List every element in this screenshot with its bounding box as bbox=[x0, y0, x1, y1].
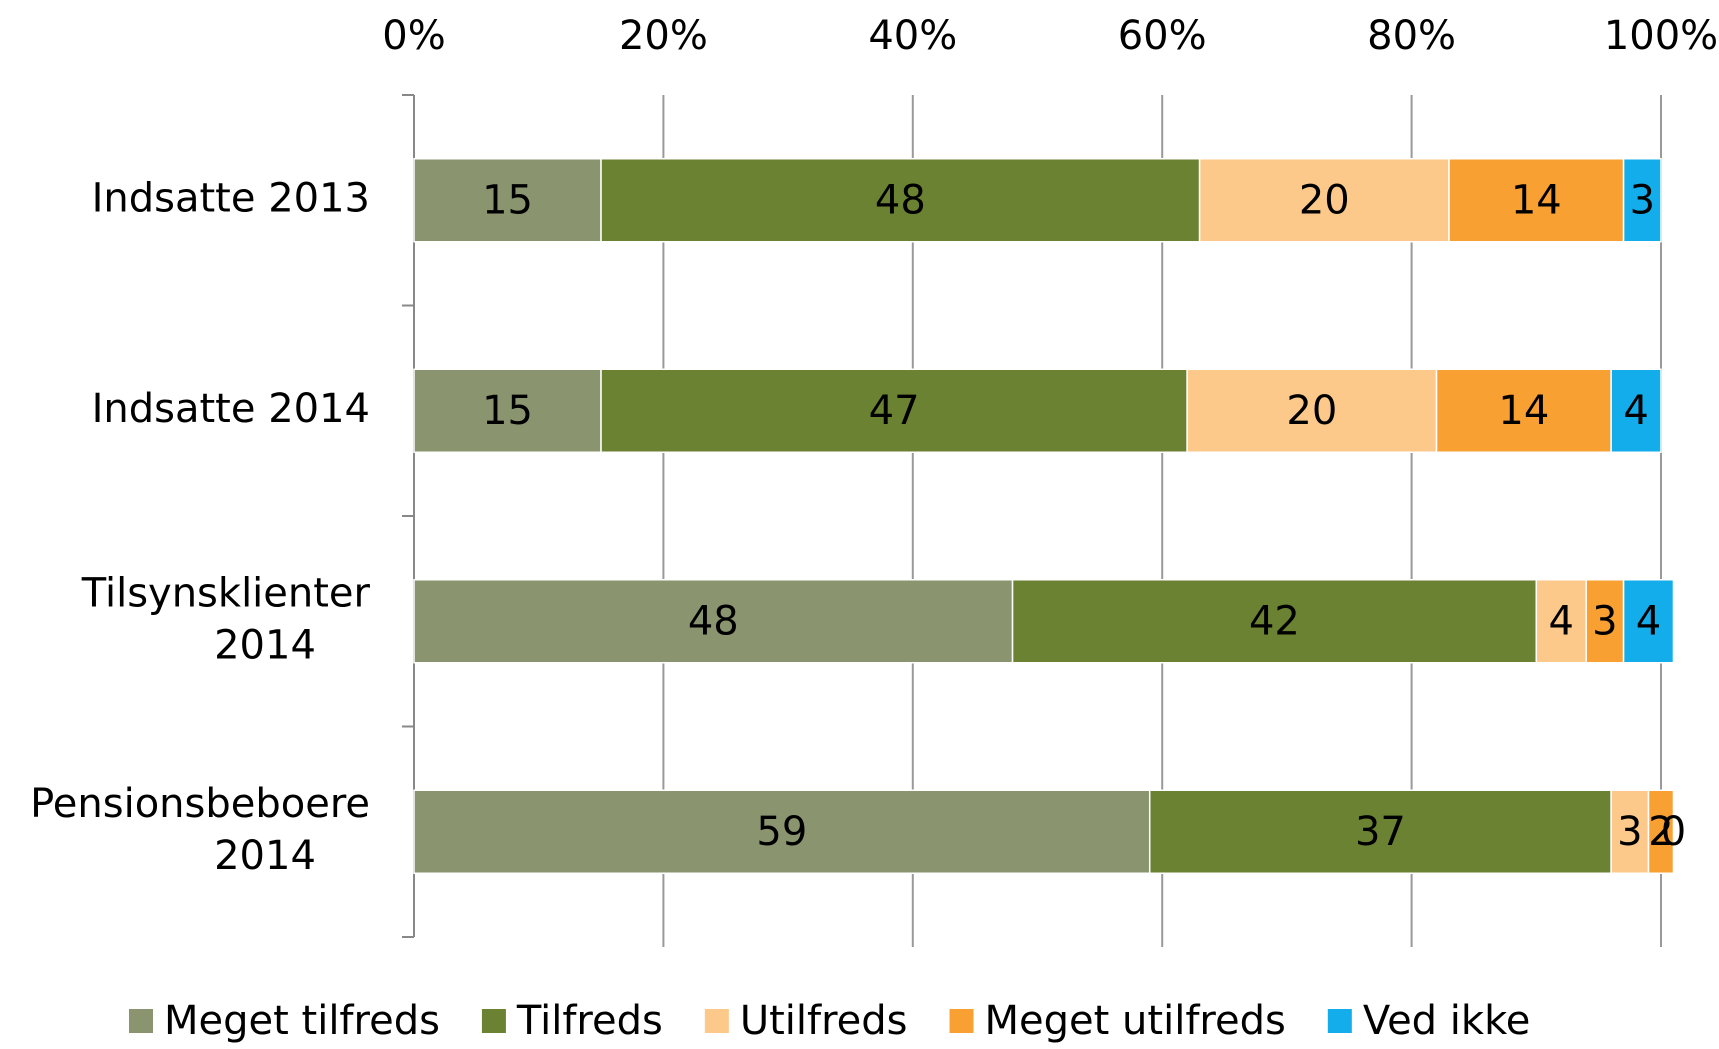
legend-swatch bbox=[950, 1009, 974, 1033]
value-label: 3 bbox=[1630, 177, 1655, 223]
x-tick-label: 80% bbox=[1367, 13, 1456, 59]
value-label: 14 bbox=[1511, 177, 1562, 223]
x-tick-label: 60% bbox=[1118, 13, 1207, 59]
value-label: 20 bbox=[1299, 177, 1350, 223]
value-label: 48 bbox=[688, 598, 739, 644]
value-label: 4 bbox=[1636, 598, 1661, 644]
legend-label: Utilfreds bbox=[740, 998, 908, 1044]
x-tick-label: 20% bbox=[619, 13, 708, 59]
value-label: 3 bbox=[1592, 598, 1617, 644]
legend-swatch bbox=[1328, 1009, 1352, 1033]
category-label-line: Pensionsbeboere bbox=[30, 781, 370, 827]
legend-label: Meget tilfreds bbox=[164, 998, 440, 1044]
legend-swatch bbox=[129, 1009, 153, 1033]
chart: 0%20%40%60%80%100%Indsatte 2013154820143… bbox=[0, 0, 1719, 1049]
x-tick-label: 0% bbox=[382, 13, 445, 59]
legend-swatch bbox=[482, 1009, 506, 1033]
x-tick-label: 40% bbox=[868, 13, 957, 59]
category-label: Indsatte 2014 bbox=[92, 386, 370, 432]
value-label: 15 bbox=[482, 177, 533, 223]
category-label-line: Tilsynsklienter bbox=[81, 570, 371, 616]
category-label: Indsatte 2013 bbox=[92, 175, 370, 221]
value-label: 42 bbox=[1249, 598, 1300, 644]
value-label: 20 bbox=[1286, 388, 1337, 434]
category-label: Tilsynsklienter 2014 bbox=[81, 570, 371, 668]
x-tick-label: 100% bbox=[1604, 13, 1718, 59]
value-label: 4 bbox=[1549, 598, 1574, 644]
value-label: 48 bbox=[875, 177, 926, 223]
legend-label: Meget utilfreds bbox=[985, 998, 1286, 1044]
value-label: 59 bbox=[756, 809, 807, 855]
legend-label: Tilfreds bbox=[516, 998, 663, 1044]
value-label: 37 bbox=[1355, 809, 1406, 855]
legend-swatch bbox=[705, 1009, 729, 1033]
value-label: 3 bbox=[1617, 809, 1642, 855]
category-label-line: 2014 bbox=[214, 622, 316, 668]
value-label: 47 bbox=[869, 388, 920, 434]
category-label: Pensionsbeboere 2014 bbox=[30, 781, 370, 879]
value-label: 0 bbox=[1661, 809, 1686, 855]
value-label: 15 bbox=[482, 388, 533, 434]
category-label-line: 2014 bbox=[214, 833, 316, 879]
value-label: 4 bbox=[1623, 388, 1648, 434]
value-label: 14 bbox=[1498, 388, 1549, 434]
legend-label: Ved ikke bbox=[1363, 998, 1531, 1044]
